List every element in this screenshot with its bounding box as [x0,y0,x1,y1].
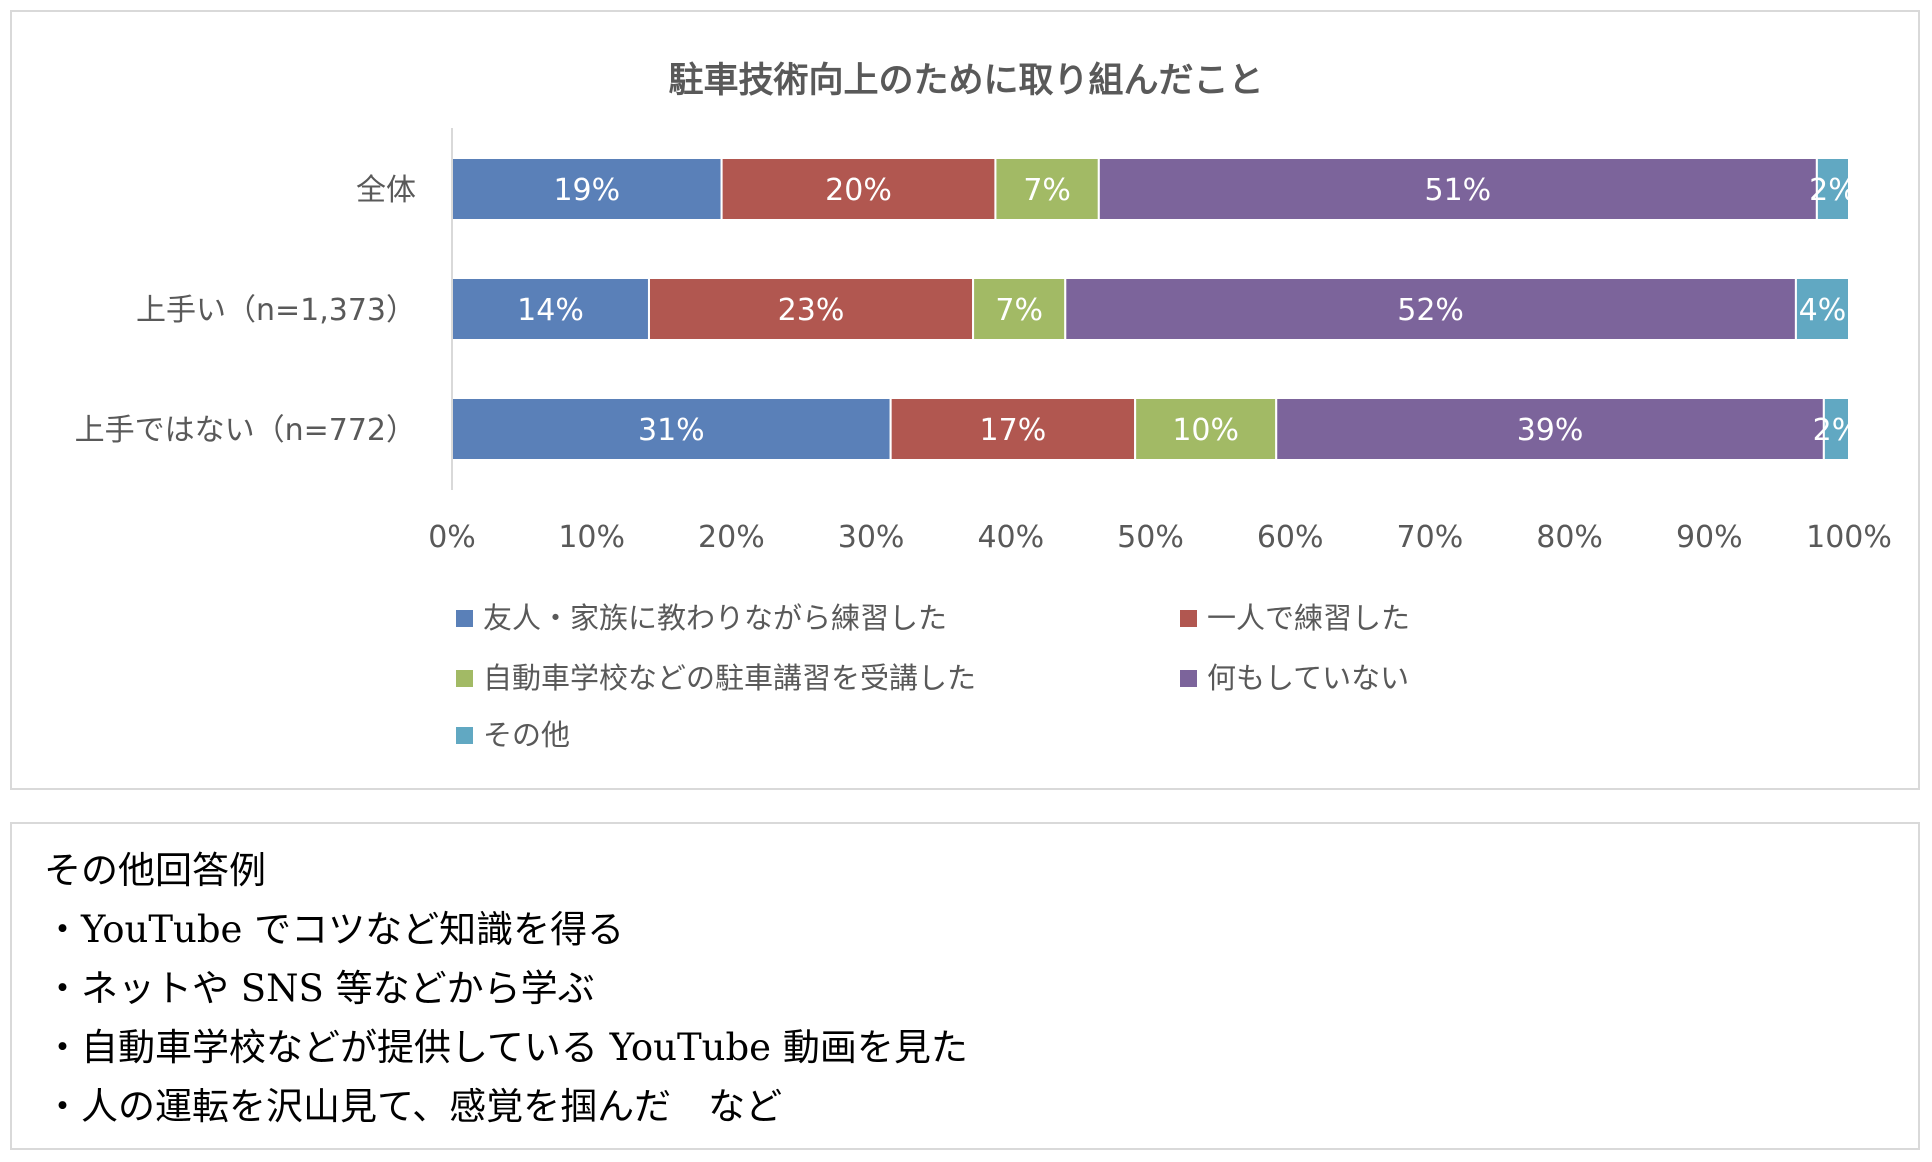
data-label: 10% [1172,413,1239,448]
legend-swatch [1180,610,1197,627]
legend-label: その他 [483,718,570,752]
bar-segment [1097,157,1818,221]
category-label: 上手い（n=1,373） [136,293,416,328]
legend-swatch [456,610,473,627]
data-label: 2% [1813,413,1861,448]
bar-segment [972,277,1067,341]
legend-label: 何もしていない [1207,661,1409,695]
other-answers-box: その他回答例 ・YouTube でコツなど知識を得る ・ネットや SNS 等など… [10,822,1920,1150]
legend-label: 自動車学校などの駐車講習を受講した [483,661,976,695]
data-label: 51% [1424,173,1491,208]
notes-heading: その他回答例 [44,849,266,892]
x-tick-label: 90% [1676,520,1743,555]
data-label: 4% [1799,293,1847,328]
notes-item: ・ネットや SNS 等などから学ぶ [44,967,595,1010]
bar-segment [1134,397,1278,461]
x-tick-label: 100% [1806,520,1892,555]
data-label: 23% [778,293,845,328]
data-label: 31% [638,413,705,448]
bar-segment [720,157,997,221]
data-label: 7% [1023,173,1071,208]
x-tick-label: 0% [428,520,476,555]
bar-segment [1794,277,1850,341]
data-label: 39% [1517,413,1584,448]
data-label: 19% [553,173,620,208]
bar-segment [1064,277,1797,341]
data-label: 2% [1809,173,1857,208]
legend-label: 一人で練習した [1207,601,1410,635]
x-tick-label: 70% [1397,520,1464,555]
x-tick-label: 10% [558,520,625,555]
data-label: 52% [1397,293,1464,328]
bar-segment [451,397,892,461]
category-label: 上手ではない（n=772） [75,413,416,448]
legend-swatch [456,670,473,687]
chart-title: 駐車技術向上のために取り組んだこと [668,61,1264,101]
x-tick-label: 40% [977,520,1044,555]
notes-item: ・人の運転を沢山見て、感覚を掴んだ など [44,1085,783,1128]
data-label: 7% [995,293,1043,328]
category-label: 全体 [356,173,416,208]
x-tick-label: 60% [1257,520,1324,555]
chart-frame [10,10,1920,790]
x-tick-label: 30% [838,520,905,555]
x-tick-label: 50% [1117,520,1184,555]
legend-swatch [1180,670,1197,687]
bar-segment [451,277,650,341]
stacked-bar-chart: 全体 19% 20% 7% 51% 2% 上手い（n=1,373） 14% 23% 7% 52% 4%… [75,128,1892,752]
bar-segment [889,397,1137,461]
bar-segment [647,277,975,341]
x-tick-label: 80% [1536,520,1603,555]
notes-item: ・YouTube でコツなど知識を得る [44,908,625,951]
data-label: 14% [517,293,584,328]
bar-segment [1815,157,1851,221]
legend-label: 友人・家族に教わりながら練習した [483,601,947,635]
bar-segment [1822,397,1851,461]
x-tick-label: 20% [698,520,765,555]
data-label: 17% [980,413,1047,448]
legend-swatch [456,727,473,744]
data-label: 20% [825,173,892,208]
bar-segment [451,157,723,221]
notes-item: ・自動車学校などが提供している YouTube 動画を見た [44,1026,968,1069]
